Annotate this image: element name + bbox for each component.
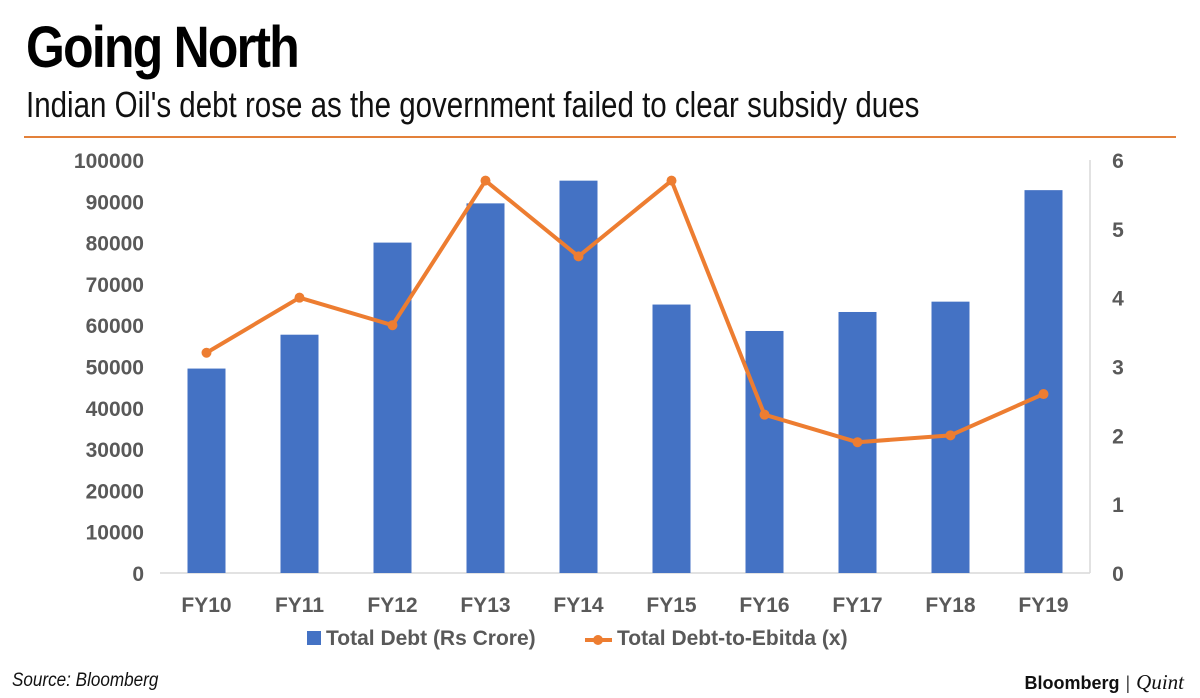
y-right-tick-label: 4 xyxy=(1112,288,1124,311)
legend-label-bar: Total Debt (Rs Crore) xyxy=(326,627,536,650)
title-divider xyxy=(24,136,1176,138)
y-left-tick-label: 0 xyxy=(132,563,144,586)
line-point xyxy=(573,251,584,262)
bar xyxy=(373,242,412,573)
series-line xyxy=(205,178,1045,445)
bar xyxy=(187,368,226,573)
legend-swatch-marker xyxy=(593,635,603,645)
line-point xyxy=(201,347,212,358)
legend-swatch-bar xyxy=(307,631,321,645)
y-right-tick-label: 5 xyxy=(1112,219,1124,242)
line-point xyxy=(945,430,956,441)
line-point xyxy=(1038,389,1049,400)
x-tick-label: FY10 xyxy=(181,594,231,617)
bar xyxy=(559,180,598,573)
brand-separator: | xyxy=(1125,673,1131,693)
x-tick-label: FY13 xyxy=(460,594,510,617)
x-tick-label: FY17 xyxy=(832,594,882,617)
bar xyxy=(466,203,505,574)
source-note: Source: Bloomberg xyxy=(12,670,159,691)
bar xyxy=(280,334,319,573)
x-tick-label: FY14 xyxy=(553,594,604,617)
y-left-tick-label: 20000 xyxy=(86,480,144,503)
x-tick-label: FY18 xyxy=(925,594,976,617)
y-left-tick-label: 100000 xyxy=(74,150,144,173)
y-left-tick-label: 70000 xyxy=(86,274,144,297)
line-point xyxy=(294,292,305,303)
y-left-tick-label: 90000 xyxy=(86,191,144,214)
y-right-tick-label: 1 xyxy=(1112,494,1124,517)
x-tick-label: FY15 xyxy=(646,594,697,617)
line-point xyxy=(387,320,398,331)
line-point xyxy=(666,175,677,186)
y-right-tick-label: 2 xyxy=(1112,425,1124,448)
y-right-tick-label: 6 xyxy=(1112,150,1124,173)
legend-label-line: Total Debt-to-Ebitda (x) xyxy=(617,627,848,650)
y-right-tick-label: 3 xyxy=(1112,357,1124,380)
y-left-tick-label: 60000 xyxy=(86,315,144,338)
brand-secondary: Quint xyxy=(1136,670,1184,694)
bar xyxy=(1024,190,1063,574)
line-point xyxy=(852,437,863,448)
x-tick-label: FY11 xyxy=(275,594,324,617)
y-left-tick-label: 40000 xyxy=(86,398,144,421)
y-left-tick-label: 80000 xyxy=(86,233,144,256)
bar xyxy=(652,304,691,573)
y-left-tick-label: 50000 xyxy=(86,357,144,380)
brand-logo: Bloomberg | Quint xyxy=(1024,670,1184,695)
line-point xyxy=(480,175,491,186)
y-right-tick-label: 0 xyxy=(1112,563,1124,586)
brand-primary: Bloomberg xyxy=(1024,673,1120,693)
x-tick-label: FY19 xyxy=(1018,594,1068,617)
chart-title: Going North xyxy=(26,15,300,80)
chart-subtitle: Indian Oil's debt rose as the government… xyxy=(26,84,920,125)
y-left-tick-label: 30000 xyxy=(86,439,144,462)
x-tick-label: FY16 xyxy=(739,594,789,617)
y-left-tick-label: 10000 xyxy=(86,522,144,545)
line-point xyxy=(759,409,770,420)
bar xyxy=(745,330,784,573)
x-tick-label: FY12 xyxy=(367,594,417,617)
